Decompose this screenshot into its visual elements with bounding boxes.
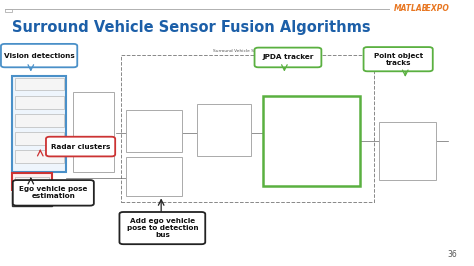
- FancyBboxPatch shape: [263, 96, 360, 186]
- FancyBboxPatch shape: [12, 173, 52, 190]
- FancyBboxPatch shape: [364, 47, 433, 71]
- Text: Add ego vehicle
pose to detection
bus: Add ego vehicle pose to detection bus: [127, 218, 198, 238]
- Bar: [5, 9, 12, 12]
- Text: Point object
tracks: Point object tracks: [374, 53, 423, 66]
- FancyBboxPatch shape: [197, 104, 251, 156]
- FancyBboxPatch shape: [12, 192, 52, 206]
- FancyBboxPatch shape: [15, 195, 49, 204]
- FancyBboxPatch shape: [126, 157, 182, 196]
- FancyBboxPatch shape: [15, 150, 64, 163]
- FancyBboxPatch shape: [15, 78, 64, 90]
- Text: Surround Vehicle Sensor Fusion: Surround Vehicle Sensor Fusion: [213, 49, 282, 53]
- FancyBboxPatch shape: [13, 180, 94, 206]
- FancyBboxPatch shape: [119, 212, 205, 244]
- Text: EXPO: EXPO: [423, 4, 449, 13]
- FancyBboxPatch shape: [12, 76, 66, 172]
- FancyBboxPatch shape: [15, 114, 64, 127]
- FancyBboxPatch shape: [379, 122, 436, 180]
- Text: Surround Vehicle Sensor Fusion Algorithms: Surround Vehicle Sensor Fusion Algorithm…: [12, 20, 371, 35]
- FancyBboxPatch shape: [15, 96, 64, 109]
- FancyBboxPatch shape: [1, 44, 77, 67]
- FancyBboxPatch shape: [15, 132, 64, 145]
- Text: 36: 36: [447, 250, 457, 259]
- Text: Vision detections: Vision detections: [4, 53, 74, 59]
- FancyBboxPatch shape: [73, 92, 114, 172]
- Text: MATLAB: MATLAB: [393, 4, 428, 13]
- FancyBboxPatch shape: [46, 137, 115, 156]
- FancyBboxPatch shape: [15, 177, 49, 188]
- Text: Radar clusters: Radar clusters: [51, 144, 110, 149]
- Text: JPDA tracker: JPDA tracker: [262, 55, 314, 60]
- FancyBboxPatch shape: [255, 48, 321, 67]
- Text: Ego vehicle pose
estimation: Ego vehicle pose estimation: [19, 186, 88, 199]
- FancyBboxPatch shape: [126, 110, 182, 152]
